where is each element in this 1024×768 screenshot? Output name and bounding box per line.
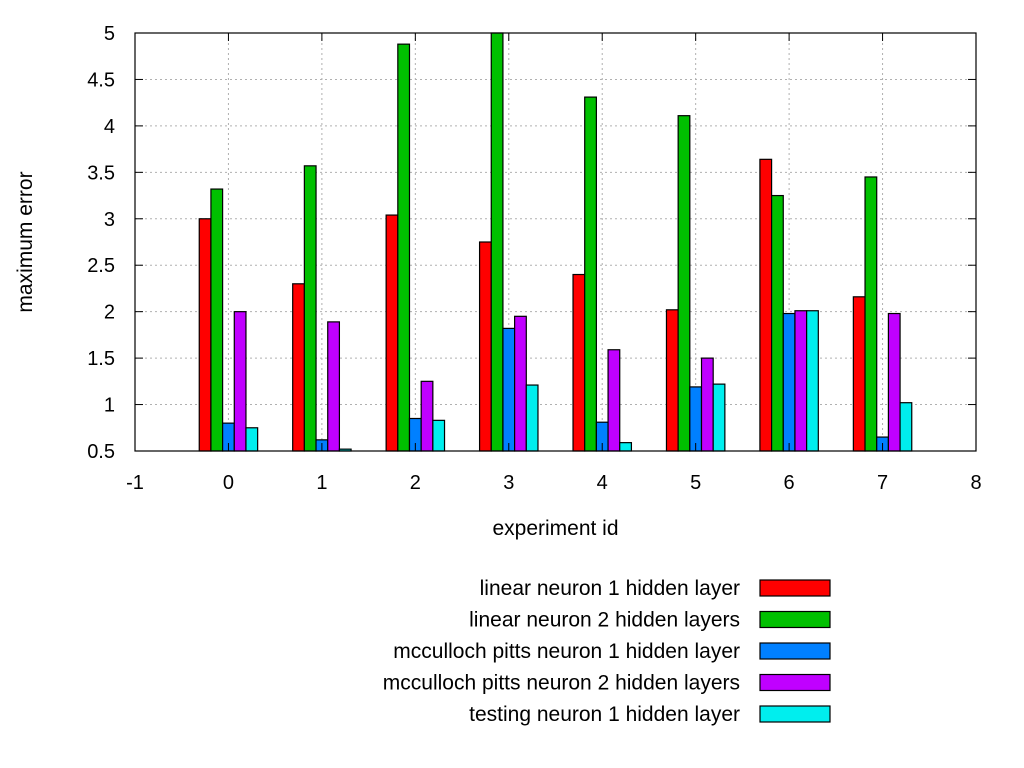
legend: linear neuron 1 hidden layer linear neuro…	[383, 577, 831, 726]
bar-series-4-exp-1	[327, 321, 341, 452]
legend-swatch	[759, 579, 831, 597]
bar-series-5-exp-6	[806, 310, 819, 452]
legend-swatch	[759, 673, 831, 692]
bar-series-1-exp-3	[478, 241, 492, 452]
x-tick-label: 5	[690, 472, 701, 494]
legend-swatch	[759, 705, 831, 723]
y-tick-label: 2	[104, 302, 115, 324]
y-tick-label: 3.5	[87, 162, 115, 184]
bar-series-2-exp-2	[397, 43, 411, 452]
legend-label: testing neuron 1 hidden layer	[469, 703, 740, 726]
bar-series-1-exp-1	[292, 283, 305, 452]
bar-series-1-exp-2	[385, 214, 399, 452]
legend-swatch	[759, 642, 831, 660]
bars	[198, 32, 913, 452]
bar-series-4-exp-2	[420, 380, 434, 452]
bar-series-4-exp-3	[514, 315, 527, 452]
x-tick-labels: -1 0 1 2 3 4 5 6 7 8	[126, 472, 981, 494]
bar-series-5-exp-2	[432, 419, 446, 452]
bar-series-2-exp-1	[303, 165, 317, 452]
x-tick-label: 4	[597, 472, 608, 494]
bar-series-2-exp-5	[677, 115, 691, 452]
bar-series-5-exp-5	[712, 383, 726, 452]
bar-series-3-exp-5	[689, 386, 703, 452]
bar-series-4-exp-0	[233, 311, 247, 452]
x-tick-label: 3	[503, 472, 514, 494]
y-tick-label: 1	[104, 395, 115, 417]
bar-series-4-exp-4	[607, 349, 621, 452]
y-axis-label: maximum error	[14, 171, 37, 312]
x-tick-label: 8	[970, 472, 981, 494]
bar-series-4-exp-7	[887, 312, 901, 452]
y-tick-labels: 0.5 1 1.5 2 2.5 3 3.5 4 4.5 5	[87, 23, 115, 463]
x-tick-label: -1	[126, 472, 144, 494]
y-tick-label: 3	[104, 209, 115, 231]
x-tick-label: 7	[877, 472, 888, 494]
bar-series-1-exp-6	[759, 158, 773, 452]
y-tick-label: 4	[104, 116, 115, 138]
x-tick-label: 1	[316, 472, 327, 494]
legend-swatch	[759, 610, 831, 629]
plot-frame	[134, 32, 977, 452]
bar-series-5-exp-3	[525, 384, 539, 452]
legend-label: linear neuron 2 hidden layers	[469, 609, 740, 632]
bar-series-1-exp-0	[198, 218, 212, 452]
bar-series-5-exp-4	[619, 442, 633, 452]
tick-marks	[134, 32, 977, 452]
y-tick-label: 5	[104, 23, 115, 45]
bar-series-2-exp-6	[770, 194, 784, 452]
bar-series-5-exp-7	[899, 402, 913, 452]
y-tick-label: 1.5	[87, 348, 115, 370]
bar-series-2-exp-4	[584, 96, 597, 452]
bar-series-2-exp-0	[210, 188, 224, 452]
bar-series-3-exp-6	[782, 312, 796, 452]
grid-lines	[135, 33, 976, 451]
y-tick-label: 4.5	[87, 69, 115, 91]
y-tick-label: 2.5	[87, 255, 115, 277]
bar-series-1-exp-7	[852, 296, 866, 452]
x-tick-label: 6	[784, 472, 795, 494]
x-tick-label: 2	[410, 472, 421, 494]
bar-series-2-exp-3	[490, 32, 504, 452]
bar-series-4-exp-6	[794, 310, 808, 452]
legend-label: linear neuron 1 hidden layer	[480, 577, 740, 600]
legend-label: mcculloch pitts neuron 1 hidden layer	[393, 640, 740, 663]
legend-label: mcculloch pitts neuron 2 hidden layers	[383, 672, 740, 695]
bar-series-3-exp-3	[502, 327, 516, 452]
bar-series-5-exp-0	[245, 427, 259, 452]
bar-series-1-exp-5	[665, 309, 679, 452]
bar-series-4-exp-5	[700, 357, 714, 452]
bar-series-2-exp-7	[864, 176, 878, 452]
bar-series-1-exp-4	[572, 273, 586, 452]
x-tick-label: 0	[223, 472, 234, 494]
y-tick-label: 0.5	[87, 441, 115, 463]
x-axis-label: experiment id	[492, 517, 618, 540]
